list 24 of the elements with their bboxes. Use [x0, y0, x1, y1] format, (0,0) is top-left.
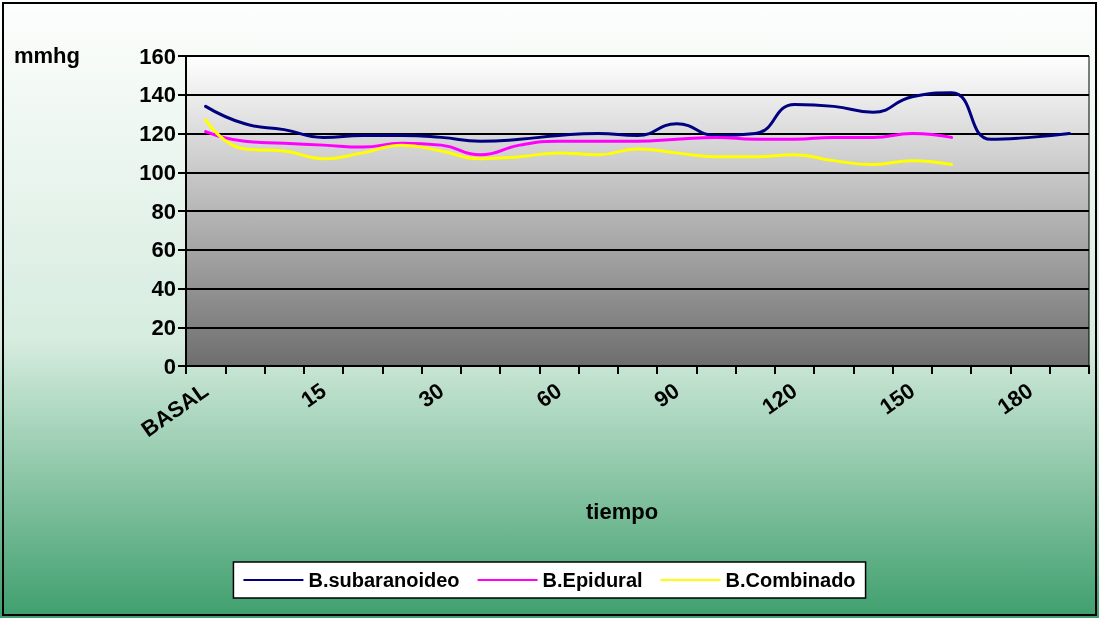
line-series	[204, 130, 954, 157]
line-series	[204, 118, 954, 166]
y-tick-label: 20	[151, 314, 176, 340]
x-tick-label: 90	[649, 377, 684, 413]
y-tick-label: 0	[163, 353, 176, 379]
y-tick-label: 160	[139, 43, 176, 69]
y-tick-label: 60	[151, 237, 176, 263]
y-axis-title: mmhg	[14, 42, 80, 68]
x-axis-title: tiempo	[586, 498, 659, 524]
y-tick-label: 40	[151, 276, 176, 301]
x-tick-label: 30	[413, 377, 449, 413]
x-tick-label: 60	[531, 377, 567, 413]
x-tick-label: 15	[296, 377, 331, 413]
y-tick-label: 80	[151, 198, 176, 224]
y-tick-label: 140	[139, 82, 176, 108]
y-tick-label: 120	[139, 121, 176, 146]
x-tick-label: 150	[875, 377, 920, 420]
y-tick-label: 100	[139, 159, 176, 185]
legend-label: B.Epidural	[542, 569, 643, 591]
line-series	[204, 91, 1071, 143]
legend-label: B.Combinado	[725, 569, 856, 591]
x-tick-label: 180	[992, 377, 1038, 420]
x-tick-label: 120	[757, 377, 802, 420]
legend-label: B.subaranoideo	[308, 569, 460, 591]
